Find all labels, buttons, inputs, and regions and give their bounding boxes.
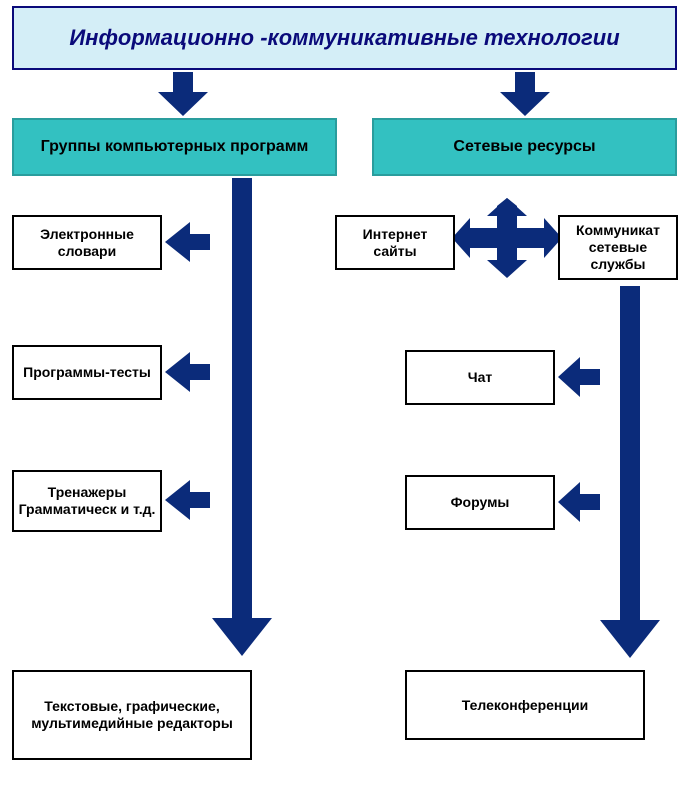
arrow-title-to-left <box>158 72 208 116</box>
right-item-3-text: Телеконференции <box>462 697 588 714</box>
title-box: Информационно -коммуникативные технологи… <box>12 6 677 70</box>
right-item-1-text: Чат <box>468 369 492 386</box>
left-item-4: Текстовые, графические, мультимедийные р… <box>12 670 252 760</box>
four-way-arrow <box>452 198 562 278</box>
arrow-left-item-2 <box>165 352 210 392</box>
right-top-b: Коммуникат сетевые службы <box>558 215 678 280</box>
left-item-3-text: Тренажеры Грамматическ и т.д. <box>18 484 156 518</box>
left-item-2-text: Программы-тесты <box>23 364 151 381</box>
right-top-b-text: Коммуникат сетевые службы <box>564 222 672 272</box>
arrow-left-item-3 <box>165 480 210 520</box>
category-left-text: Группы компьютерных программ <box>41 138 309 156</box>
arrow-left-item-1 <box>165 222 210 262</box>
left-item-1: Электронные словари <box>12 215 162 270</box>
arrow-right-item-1 <box>558 357 600 397</box>
left-item-4-text: Текстовые, графические, мультимедийные р… <box>18 698 246 732</box>
right-item-2: Форумы <box>405 475 555 530</box>
category-right-text: Сетевые ресурсы <box>453 138 595 156</box>
right-item-3: Телеконференции <box>405 670 645 740</box>
long-arrow-left <box>212 178 272 656</box>
right-item-2-text: Форумы <box>451 494 510 511</box>
left-item-2: Программы-тесты <box>12 345 162 400</box>
category-left: Группы компьютерных программ <box>12 118 337 176</box>
title-text: Информационно -коммуникативные технологи… <box>69 25 619 51</box>
right-top-a-text: Интернет сайты <box>341 226 449 260</box>
right-item-1: Чат <box>405 350 555 405</box>
left-item-1-text: Электронные словари <box>18 226 156 260</box>
arrow-title-to-right <box>500 72 550 116</box>
category-right: Сетевые ресурсы <box>372 118 677 176</box>
arrow-right-item-2 <box>558 482 600 522</box>
left-item-3: Тренажеры Грамматическ и т.д. <box>12 470 162 532</box>
right-top-a: Интернет сайты <box>335 215 455 270</box>
long-arrow-right <box>600 286 660 658</box>
